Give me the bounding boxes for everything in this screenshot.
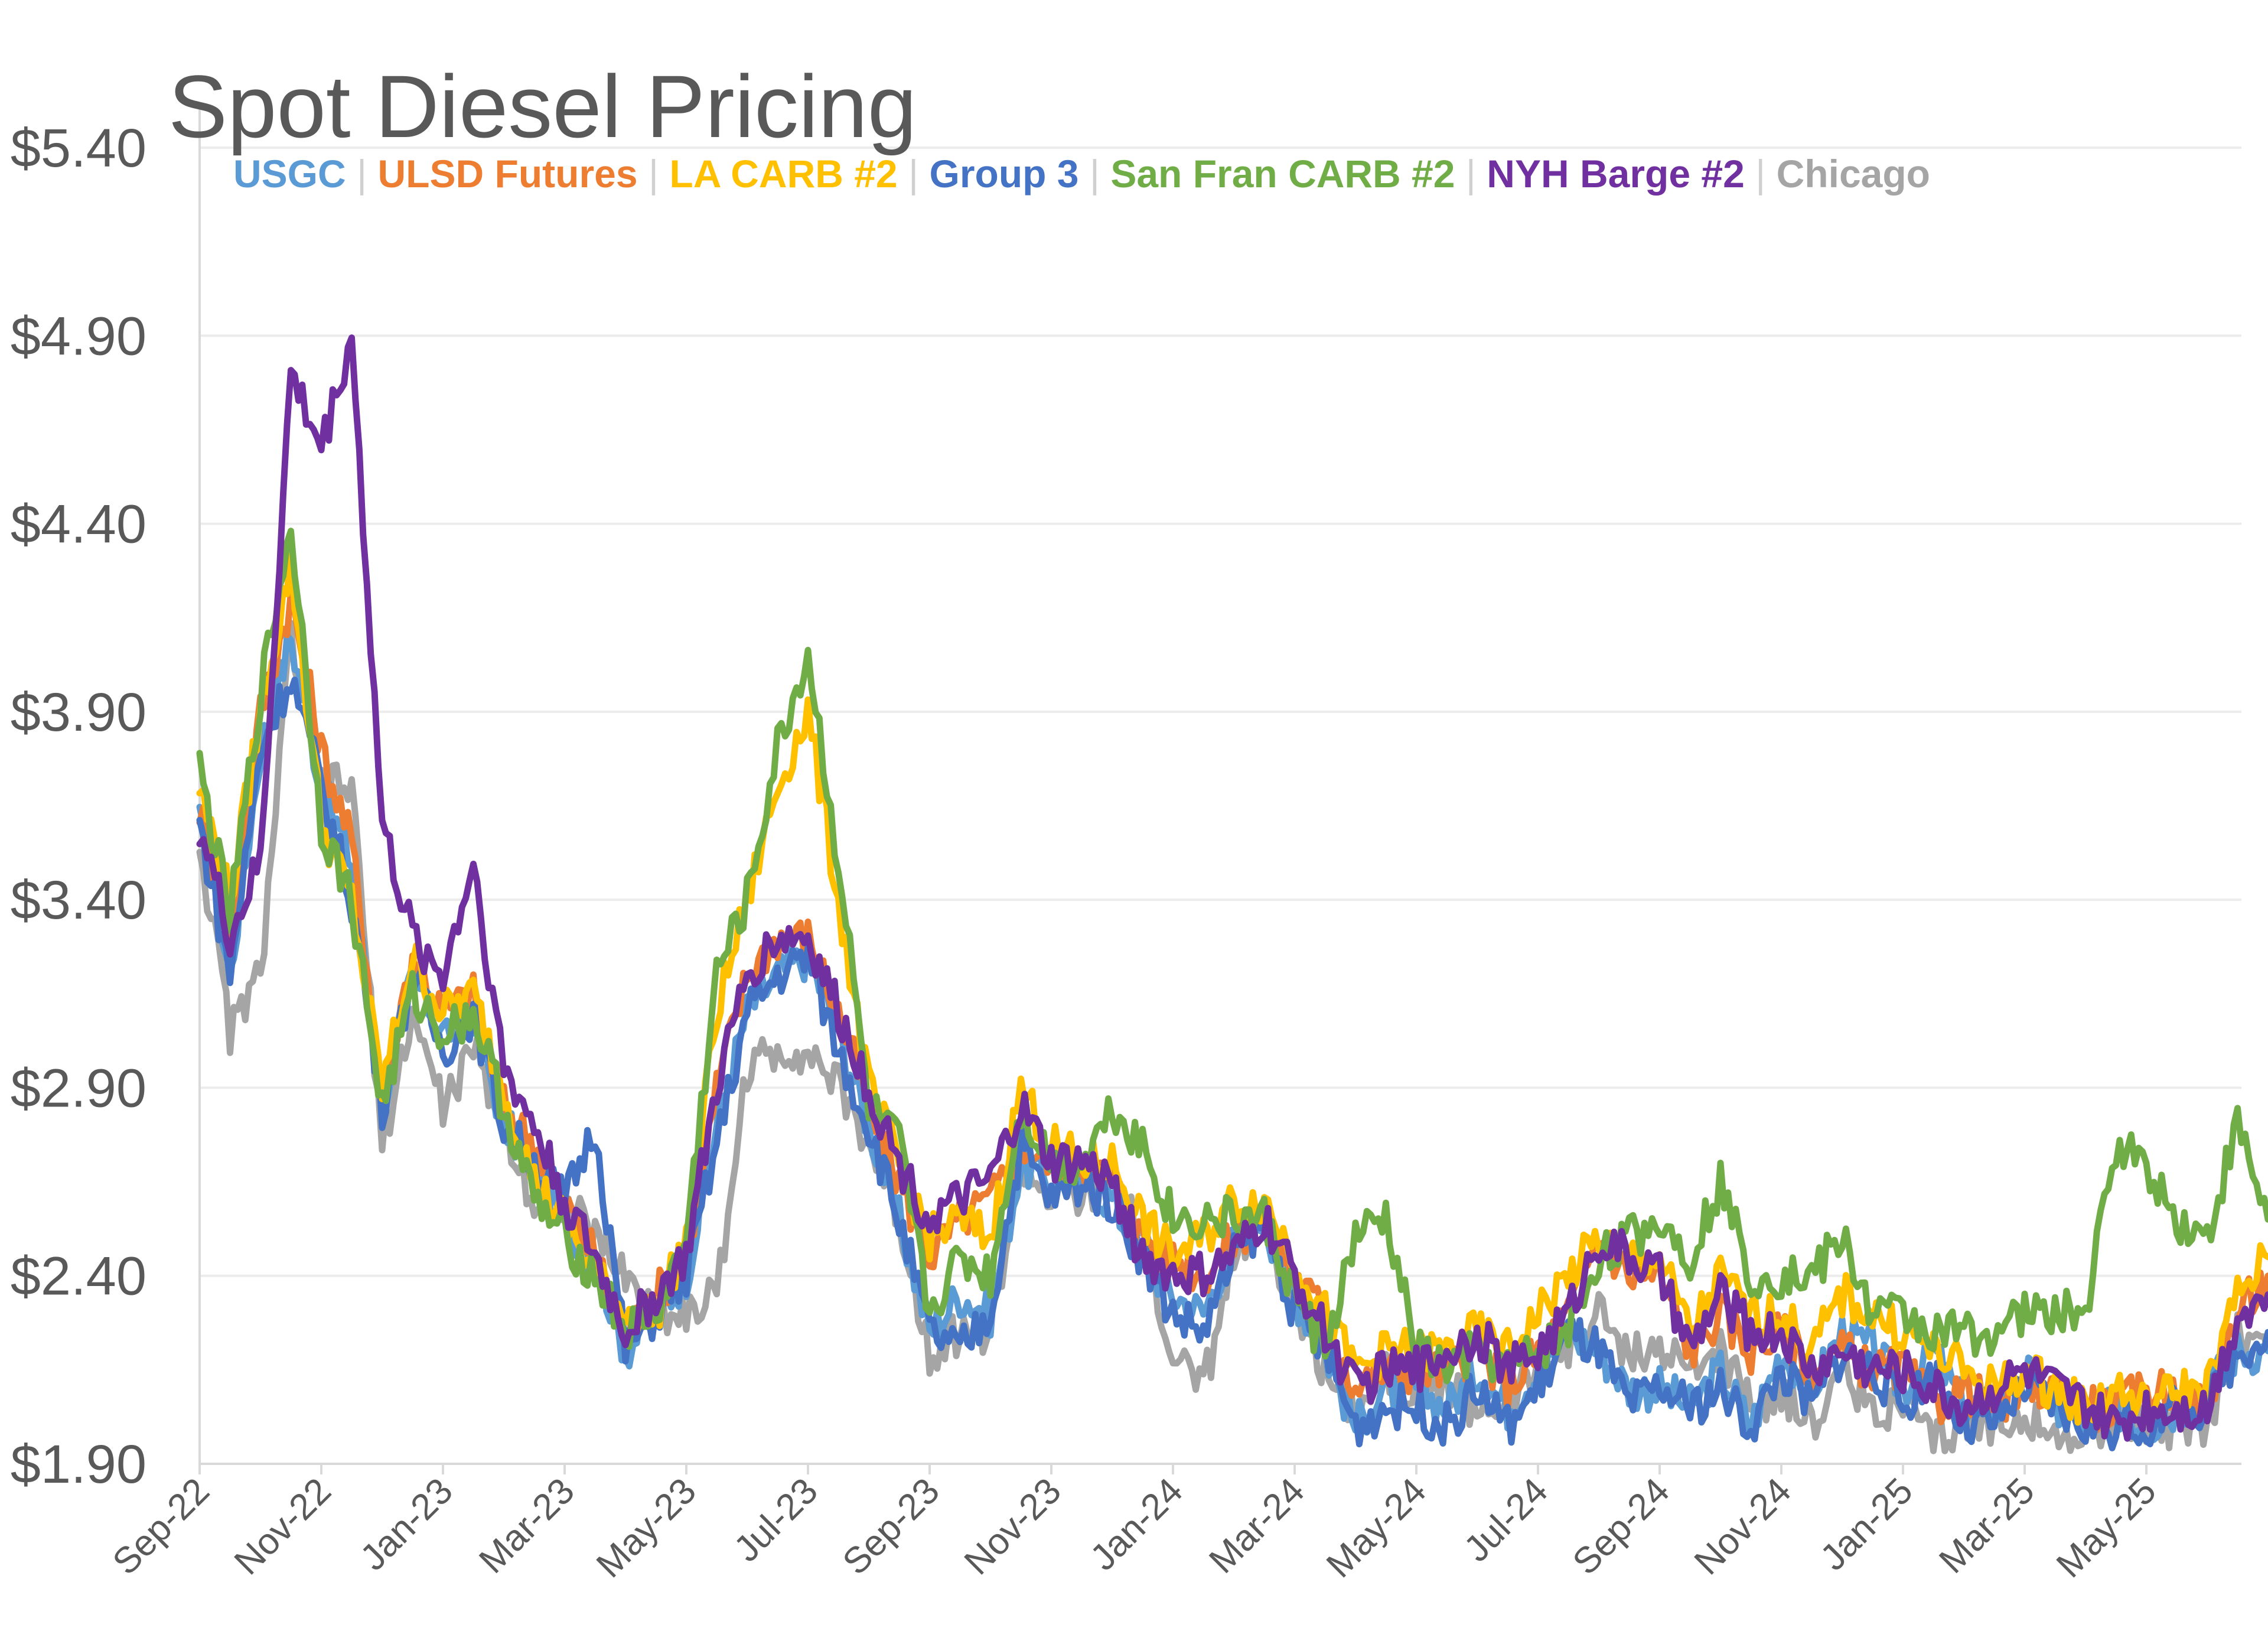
x-tick-label: Sep-24: [1565, 1470, 1677, 1583]
legend-entry: Chicago: [1777, 152, 1930, 196]
x-tick-label: Sep-23: [835, 1470, 947, 1583]
y-tick-label: $3.90: [11, 682, 146, 743]
legend-entry: ULSD Futures: [378, 152, 638, 196]
series-line-nyh-barge-2: [196, 334, 2268, 1442]
chart-title: Spot Diesel Pricing: [168, 57, 917, 156]
gridlines: [200, 147, 2241, 1277]
legend-entry: LA CARB #2: [669, 152, 897, 196]
y-tick-label: $5.40: [11, 118, 146, 178]
x-tick-label: May-25: [2049, 1470, 2164, 1586]
y-tick-label: $2.90: [11, 1058, 146, 1118]
x-tick-label: Jul-24: [1456, 1470, 1556, 1570]
legend: USGC | ULSD Futures | LA CARB #2 | Group…: [233, 152, 1930, 196]
legend-entry: NYH Barge #2: [1487, 152, 1745, 196]
x-tick-label: Nov-22: [227, 1470, 339, 1583]
y-tick-label: $2.40: [11, 1246, 146, 1307]
legend-separator: |: [898, 152, 930, 196]
y-axis-ticks: $1.90 $2.40 $2.90 $3.40 $3.90 $4.40 $4.90 $5.40: [11, 118, 146, 1495]
legend-separator: |: [1455, 152, 1487, 196]
series-line-usgc: [196, 632, 2268, 1445]
legend-separator: |: [346, 152, 378, 196]
series-line-san-fran-carb-2: [196, 528, 2268, 1385]
legend-separator: |: [1745, 152, 1777, 196]
y-tick-label: $4.90: [11, 306, 146, 366]
legend-separator: |: [1079, 152, 1111, 196]
series-lines: [196, 334, 2268, 1454]
y-tick-label: $4.40: [11, 494, 146, 555]
x-tick-label: Jan-24: [1083, 1470, 1191, 1578]
legend-entry: USGC: [233, 152, 346, 196]
x-tick-label: Mar-24: [1201, 1470, 1312, 1581]
x-tick-label: Nov-24: [1687, 1470, 1799, 1583]
x-tick-label: Jul-23: [726, 1470, 826, 1570]
axes: [198, 106, 2241, 1465]
series-line-la-carb-2: [196, 541, 2268, 1428]
legend-separator: |: [638, 152, 670, 196]
series-line-ulsd-futures: [196, 588, 2268, 1434]
legend-entry: Group 3: [929, 152, 1078, 196]
y-tick-label: $3.40: [11, 870, 146, 930]
x-tick-label: Jan-23: [353, 1470, 461, 1578]
x-tick-label: May-24: [1319, 1470, 1434, 1586]
x-tick-label: Jan-25: [1813, 1470, 1921, 1578]
x-axis-ticks: Sep-22 Nov-22 Jan-23 Mar-23 May-23 Jul-23 Sep-…: [105, 1464, 2164, 1586]
y-tick-label: $1.90: [11, 1434, 146, 1495]
x-tick-label: Mar-25: [1931, 1470, 2042, 1581]
x-tick-label: Nov-23: [957, 1470, 1069, 1583]
x-tick-label: Mar-23: [471, 1470, 582, 1581]
legend-entry: San Fran CARB #2: [1110, 152, 1455, 196]
x-tick-label: May-23: [589, 1470, 704, 1586]
